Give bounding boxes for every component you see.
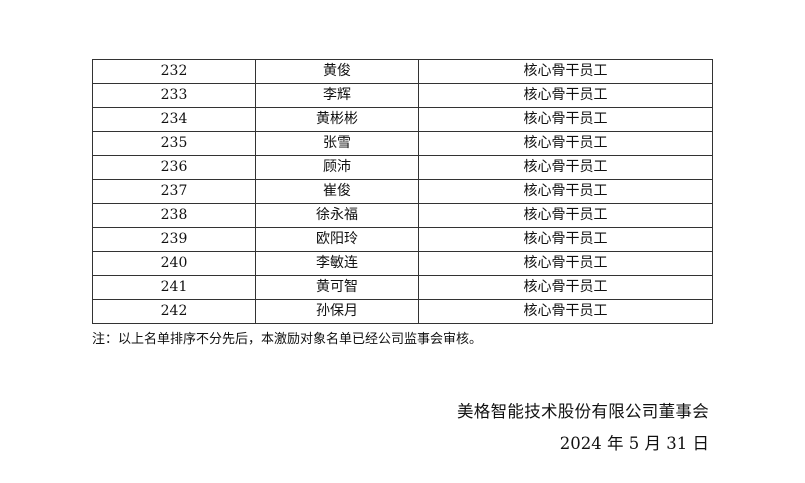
row-number: 234	[92, 107, 256, 132]
row-number: 238	[92, 203, 256, 228]
table-row: 233 李辉 核心骨干员工	[92, 83, 713, 108]
table-note: 注：以上名单排序不分先后，本激励对象名单已经公司监事会审核。	[92, 332, 483, 347]
signature-date: 2024 年 5 月 31 日	[559, 434, 709, 453]
employee-name: 顾沛	[255, 155, 419, 180]
employee-name: 黄俊	[255, 59, 419, 84]
table-row: 236 顾沛 核心骨干员工	[92, 155, 713, 180]
employee-name: 张雪	[255, 131, 419, 156]
employee-name: 李辉	[255, 83, 419, 108]
table-row: 232 黄俊 核心骨干员工	[92, 59, 713, 84]
employee-role: 核心骨干员工	[418, 275, 713, 300]
row-number: 236	[92, 155, 256, 180]
employee-role: 核心骨干员工	[418, 251, 713, 276]
row-number: 232	[92, 59, 256, 84]
row-number: 240	[92, 251, 256, 276]
signature-organization: 美格智能技术股份有限公司董事会	[457, 402, 709, 421]
employee-role: 核心骨干员工	[418, 179, 713, 204]
row-number: 241	[92, 275, 256, 300]
employee-role: 核心骨干员工	[418, 203, 713, 228]
employee-role: 核心骨干员工	[418, 227, 713, 252]
employee-role: 核心骨干员工	[418, 131, 713, 156]
employee-name: 欧阳玲	[255, 227, 419, 252]
employee-name: 黄彬彬	[255, 107, 419, 132]
employee-name: 崔俊	[255, 179, 419, 204]
row-number: 242	[92, 299, 256, 324]
table-row: 239 欧阳玲 核心骨干员工	[92, 227, 713, 252]
employee-role: 核心骨干员工	[418, 155, 713, 180]
employee-name: 孙保月	[255, 299, 419, 324]
row-number: 239	[92, 227, 256, 252]
employee-name: 徐永福	[255, 203, 419, 228]
employee-role: 核心骨干员工	[418, 107, 713, 132]
table-row: 238 徐永福 核心骨干员工	[92, 203, 713, 228]
employee-list-table: 232 黄俊 核心骨干员工 233 李辉 核心骨干员工 234 黄彬彬 核心骨干员工 235 张雪核…	[92, 59, 713, 324]
employee-name: 黄可智	[255, 275, 419, 300]
employee-role: 核心骨干员工	[418, 59, 713, 84]
employee-role: 核心骨干员工	[418, 299, 713, 324]
table-row: 241 黄可智 核心骨干员工	[92, 275, 713, 300]
table-row: 237 崔俊 核心骨干员工	[92, 179, 713, 204]
row-number: 235	[92, 131, 256, 156]
table-row: 240 李敏连 核心骨干员工	[92, 251, 713, 276]
table-row: 242 孙保月 核心骨干员工	[92, 299, 713, 324]
row-number: 233	[92, 83, 256, 108]
row-number: 237	[92, 179, 256, 204]
table-row: 234 黄彬彬 核心骨干员工	[92, 107, 713, 132]
table-row: 235 张雪 核心骨干员工	[92, 131, 713, 156]
employee-name: 李敏连	[255, 251, 419, 276]
employee-role: 核心骨干员工	[418, 83, 713, 108]
